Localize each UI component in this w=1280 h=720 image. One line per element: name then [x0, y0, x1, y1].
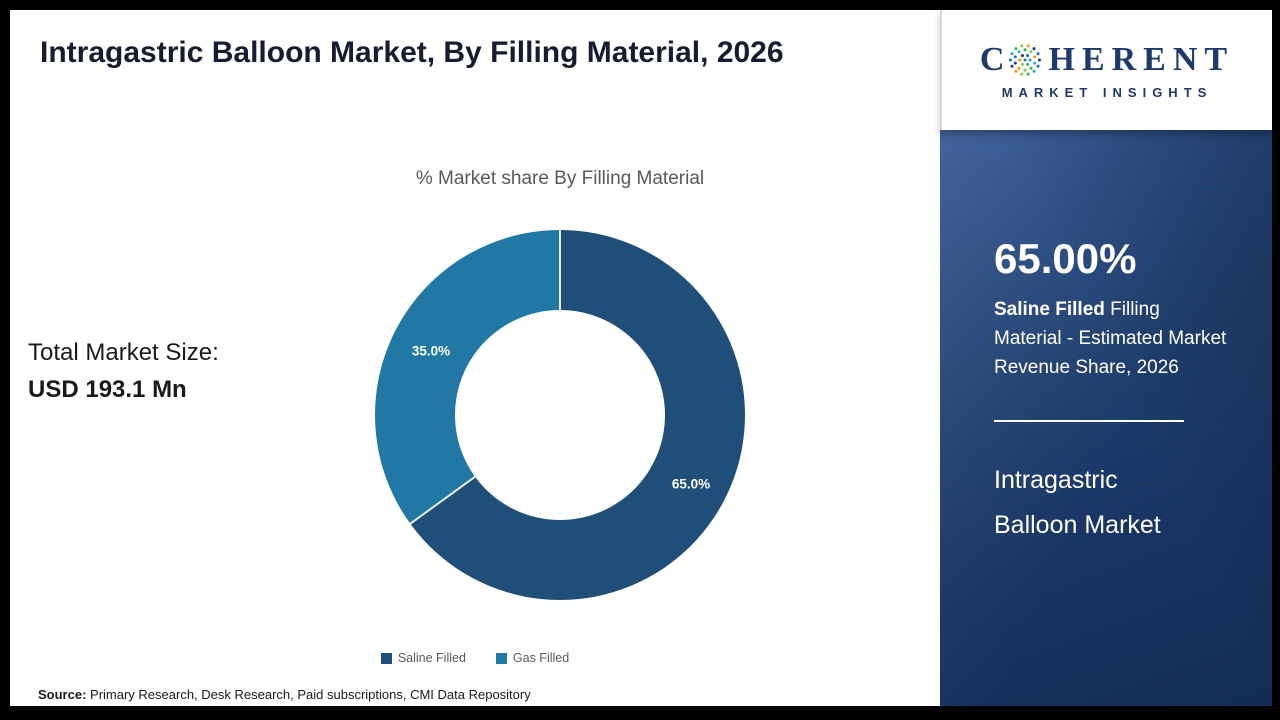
market-name-line1: Intragastric: [994, 466, 1118, 494]
source-text: Primary Research, Desk Research, Paid su…: [86, 687, 531, 702]
logo-letters-rest: HERENT: [1048, 40, 1235, 78]
source-line: Source: Primary Research, Desk Research,…: [38, 687, 531, 702]
logo-globe-icon: [1009, 43, 1042, 76]
logo-letter-c: C: [979, 40, 1007, 78]
legend-label-gas-filled: Gas Filled: [512, 651, 570, 665]
total-market-size-label: Total Market Size:: [28, 339, 219, 366]
stat-description: Saline Filled Filling Material - Estimat…: [994, 295, 1232, 382]
gas-filled-value-label: 35.0%: [411, 343, 451, 359]
sidebar-panel: 65.00% Saline Filled Filling Material - …: [940, 130, 1272, 706]
logo: C: [940, 10, 1272, 130]
legend-swatch-saline-filled: [380, 652, 392, 664]
main-panel: Intragastric Balloon Market, By Filling …: [10, 10, 940, 706]
chart-title: % Market share By Filling Material: [415, 168, 705, 189]
market-name: Intragastric Balloon Market: [994, 458, 1232, 548]
stat-description-rest: Filling Material - Estimated Market Reve…: [994, 299, 1227, 378]
chart-legend: Saline Filled Gas Filled: [10, 651, 940, 665]
legend-item-saline-filled: Saline Filled: [380, 651, 466, 665]
logo-wordmark: C: [980, 41, 1234, 79]
sidebar: C: [940, 10, 1272, 706]
legend-swatch-gas-filled: [495, 652, 507, 664]
stat-value: 65.00%: [994, 235, 1137, 282]
total-market-size: Total Market Size: USD 193.1 Mn: [28, 334, 219, 408]
market-name-line2: Balloon Market: [994, 511, 1161, 539]
page-title: Intragastric Balloon Market, By Filling …: [40, 36, 784, 69]
divider-line: [994, 420, 1184, 422]
legend-label-saline-filled: Saline Filled: [397, 651, 466, 665]
total-market-size-value: USD 193.1 Mn: [28, 376, 187, 403]
saline-filled-value-label: 65.0%: [671, 476, 711, 492]
donut-chart-wrap: 65.0% 35.0%: [375, 230, 745, 600]
stat-description-segment: Saline Filled: [994, 299, 1105, 320]
source-label: Source:: [38, 687, 87, 702]
logo-subtitle: MARKET INSIGHTS: [1001, 84, 1213, 100]
legend-item-gas-filled: Gas Filled: [495, 651, 570, 665]
donut-hole: [455, 310, 665, 520]
